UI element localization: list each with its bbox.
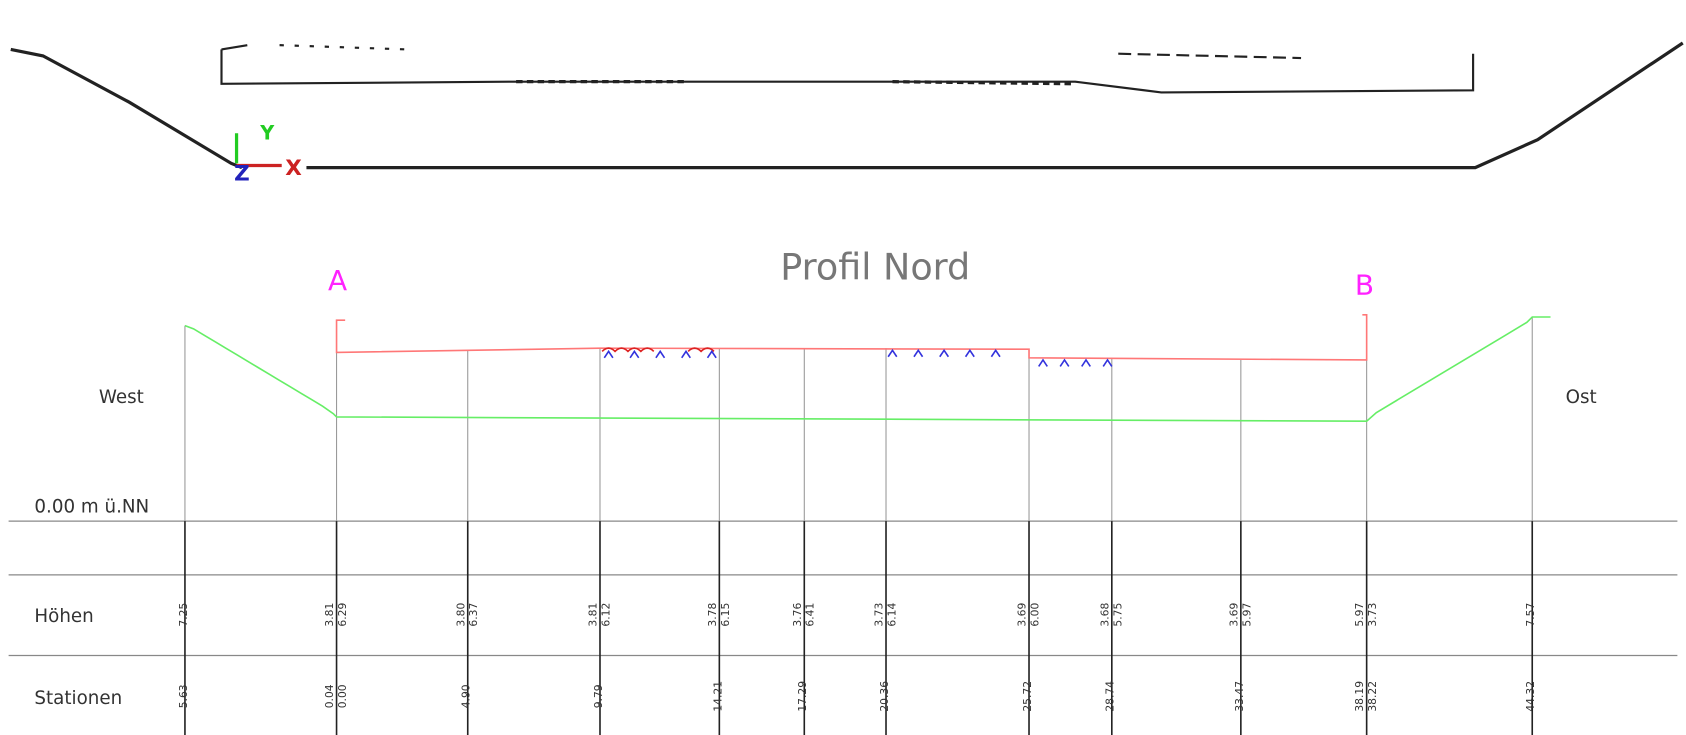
station-value: 33.47 [1233,681,1246,712]
station-value: 17.29 [796,681,809,712]
station-value: 28.74 [1104,681,1117,712]
height-value: 6.00 [1028,603,1041,627]
point-cloud [11,43,1683,168]
axis-y: Y [259,122,275,145]
row-heights: Höhen [34,606,93,627]
height-value: 3.81 [323,603,336,627]
station-value: 38.22 [1366,681,1379,712]
height-value: 3.73 [873,603,886,627]
height-value: 6.15 [719,603,732,627]
station-value: 14.21 [711,681,724,712]
station-value: 5.63 [177,684,190,708]
side-east: Ost [1566,387,1597,408]
station-value: 9.79 [592,684,605,708]
axis-z: Z [234,162,250,187]
station-value: 44.32 [1524,681,1537,712]
height-value: 3.81 [587,603,600,627]
height-value: 6.37 [467,603,480,627]
row-stations: Stationen [34,688,122,709]
height-value: 5.97 [1353,603,1366,627]
station-value: 0.04 [323,684,336,708]
height-value: 3.80 [454,603,467,627]
height-value: 7.57 [1524,603,1537,627]
side-west: West [99,387,144,408]
height-value: 3.78 [706,603,719,627]
marker-b: B [1355,268,1374,301]
height-value: 6.14 [885,603,898,627]
marker-a: A [328,264,347,297]
datum: 0.00 m ü.NN [34,497,149,518]
height-value: 6.41 [804,603,817,627]
station-value: 0.00 [336,684,349,708]
station-value: 4.90 [460,684,473,708]
page: Y Z X Profil Nord A B West Ost 0.00 m ü.… [0,0,1686,735]
height-value: 3.69 [1227,603,1240,627]
height-value: 7.25 [177,603,190,627]
terrain-line [185,317,1551,421]
station-value: 25.72 [1021,681,1034,712]
height-value: 3.76 [791,603,804,627]
height-value: 3.69 [1016,603,1029,627]
table-lines [9,521,1678,655]
height-value: 5.97 [1240,603,1253,627]
height-value: 6.12 [599,603,612,627]
axis-x: X [285,156,302,181]
height-value: 3.68 [1098,603,1111,627]
axis-icon: Y Z X [234,122,302,187]
height-value: 5.75 [1111,603,1124,627]
station-value: 38.19 [1353,681,1366,712]
title: Profil Nord [780,245,970,288]
height-value: 6.29 [336,603,349,627]
surface-line [337,315,1367,360]
height-value: 3.73 [1366,603,1379,627]
station-value: 20.36 [878,681,891,712]
cad-drawing: Y Z X Profil Nord A B West Ost 0.00 m ü.… [0,0,1686,735]
